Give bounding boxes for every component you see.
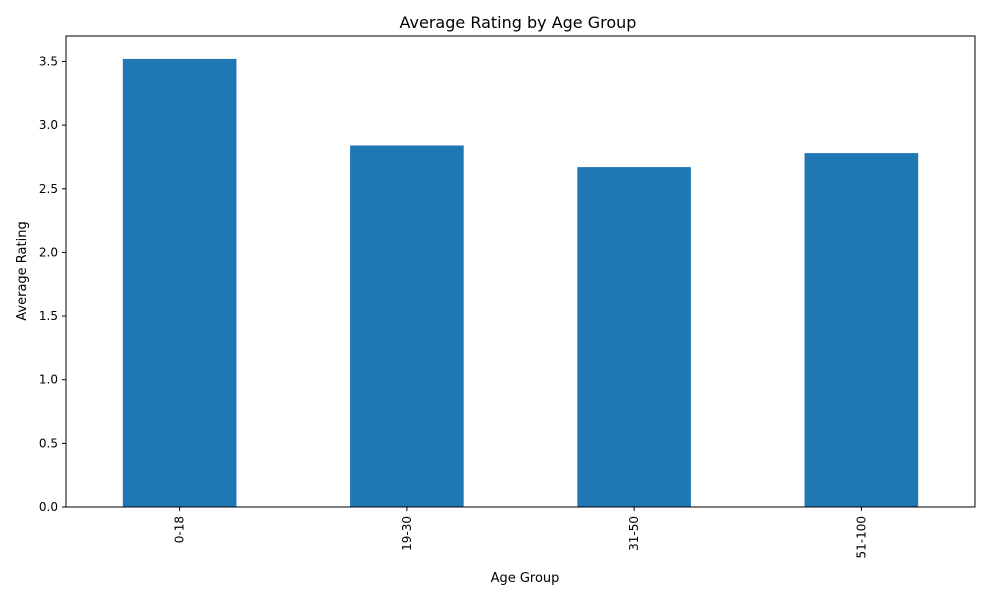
y-axis-label: Average Rating [15,221,30,320]
y-tick-label: 2.0 [39,245,58,259]
x-tick-label: 31-50 [627,516,641,551]
y-tick-label: 3.5 [39,54,58,68]
x-tick-label: 0-18 [173,516,187,543]
bars-group [122,58,919,507]
bar-0-18 [122,58,237,507]
x-tick-label: 19-30 [400,516,414,551]
chart-title: Average Rating by Age Group [400,13,637,32]
plot-frame [65,35,976,508]
x-axis-label: Age Group [491,571,560,586]
y-tick-label: 0.0 [39,500,58,514]
bar-31-50 [577,167,691,507]
bar-19-30 [350,145,464,507]
x-ticks-group: 0-18 19-30 31-50 51-100 [173,507,868,559]
y-tick-label: 1.0 [39,373,58,387]
y-tick-label: 1.5 [39,309,58,323]
bar-51-100 [804,153,919,507]
y-tick-label: 2.5 [39,182,58,196]
y-ticks-group: 0.0 0.5 1.0 1.5 2.0 2.5 3.0 3.5 [39,54,66,514]
y-tick-label: 3.0 [39,118,58,132]
x-tick-label: 51-100 [854,516,868,559]
y-tick-label: 0.5 [39,436,58,450]
